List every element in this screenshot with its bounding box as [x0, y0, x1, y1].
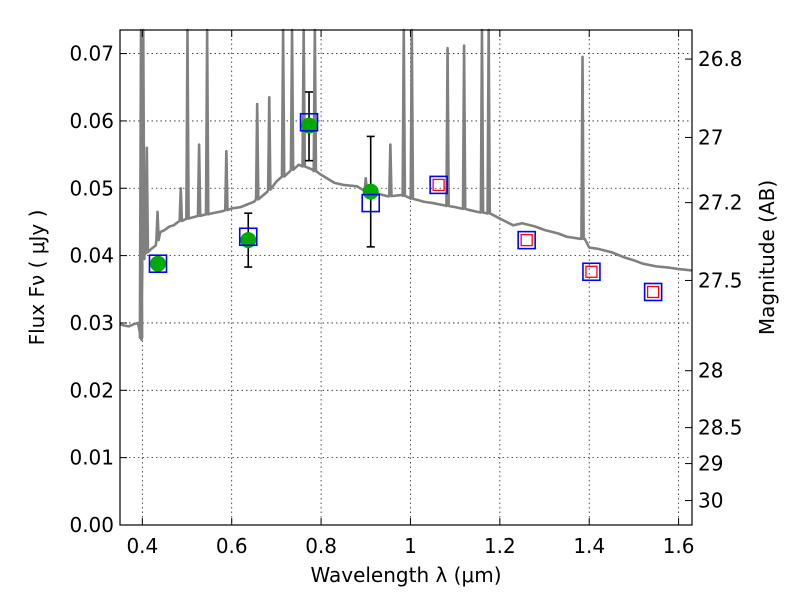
y2-axis-label: Magnitude (AB) — [755, 180, 779, 335]
upper-limit-squares — [432, 178, 660, 299]
y2-tick-label-5: 28.5 — [698, 416, 743, 440]
observed-point-3 — [362, 183, 379, 200]
y-tick-label-3: 0.03 — [69, 311, 114, 335]
observed-point-0 — [149, 255, 166, 272]
y2-tick-label-1: 27 — [698, 125, 723, 149]
model-spectrum — [119, 28, 693, 342]
observed-points — [149, 117, 379, 272]
model-squares — [148, 112, 663, 302]
x-tick-label-0: 0.4 — [126, 534, 158, 558]
y-tick-label-2: 0.02 — [69, 378, 114, 402]
x-tick-label-4: 1.2 — [484, 534, 516, 558]
y2-tick-label-7: 30 — [698, 489, 723, 513]
observed-point-2 — [301, 117, 318, 134]
observed-point-1 — [240, 232, 257, 249]
y-axis-ticks: 0.00 0.01 0.02 0.03 0.04 0.05 0.06 0.07 — [69, 42, 127, 537]
y-tick-label-1: 0.01 — [69, 446, 114, 470]
y-tick-label-7: 0.07 — [69, 42, 114, 66]
model-square-6 — [582, 262, 601, 282]
upper-limit-square-1 — [520, 233, 533, 247]
model-square-5 — [517, 230, 536, 250]
x-axis-ticks: 0.4 0.6 0.8 1 1.2 1.4 1.6 — [126, 30, 695, 558]
y2-axis-ticks: 26.8 27 27.2 27.5 28 28.5 29 30 — [685, 47, 743, 513]
y-tick-label-4: 0.04 — [69, 244, 114, 268]
y2-tick-label-6: 29 — [698, 452, 723, 476]
y-tick-label-0: 0.00 — [69, 513, 114, 537]
model-square-3 — [361, 193, 380, 213]
upper-limit-square-0 — [432, 178, 445, 192]
x-tick-label-5: 1.4 — [573, 534, 605, 558]
y2-tick-label-4: 28 — [698, 359, 723, 383]
y-tick-label-6: 0.06 — [69, 109, 114, 133]
model-square-2 — [299, 112, 319, 132]
y2-tick-label-3: 27.5 — [698, 268, 743, 292]
model-square-7 — [643, 282, 663, 302]
y-axis-label: Flux Fν ( μJy ) — [25, 210, 49, 346]
upper-limit-square-2 — [585, 265, 598, 278]
model-square-0 — [148, 254, 168, 273]
y2-tick-label-2: 27.2 — [698, 191, 743, 215]
model-square-1 — [238, 227, 258, 247]
y-tick-label-5: 0.05 — [69, 176, 114, 200]
y2-tick-label-0: 26.8 — [698, 47, 743, 71]
x-tick-label-3: 1 — [404, 534, 417, 558]
model-square-4 — [429, 175, 448, 195]
model-spectrum-line — [119, 28, 693, 342]
x-tick-label-2: 0.8 — [305, 534, 337, 558]
upper-limit-square-3 — [646, 285, 660, 299]
plot-frame — [119, 29, 693, 526]
x-axis-label: Wavelength λ (μm) — [310, 563, 501, 587]
x-tick-label-1: 0.6 — [216, 534, 248, 558]
x-tick-label-6: 1.6 — [663, 534, 695, 558]
